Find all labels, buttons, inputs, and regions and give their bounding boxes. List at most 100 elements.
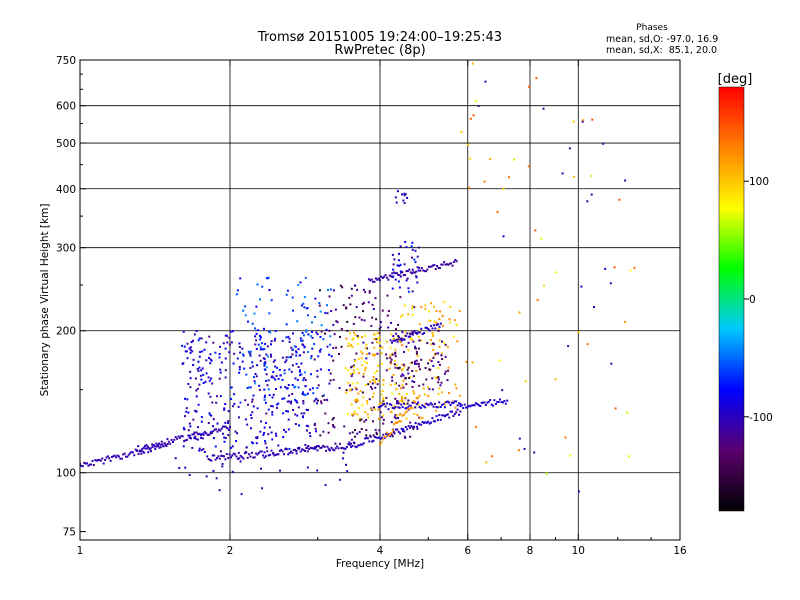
data-point — [195, 330, 198, 332]
data-point — [281, 450, 284, 453]
data-point — [374, 297, 377, 300]
data-point — [376, 436, 379, 439]
data-point — [406, 428, 409, 431]
data-point — [379, 279, 381, 282]
data-point — [408, 268, 411, 271]
data-point — [236, 289, 239, 292]
data-point — [351, 444, 354, 447]
data-point — [351, 413, 354, 416]
data-point — [407, 372, 410, 375]
data-point — [367, 301, 370, 304]
data-point — [319, 434, 322, 437]
data-point — [386, 294, 389, 297]
data-point — [304, 379, 307, 381]
data-point — [405, 279, 408, 282]
data-point — [276, 406, 278, 409]
data-point — [303, 412, 306, 415]
data-point — [408, 377, 411, 380]
data-point — [393, 423, 396, 426]
data-point — [228, 336, 231, 339]
data-point — [411, 248, 414, 251]
data-point — [293, 345, 296, 348]
data-point — [438, 363, 441, 366]
data-point — [435, 321, 438, 324]
data-point — [188, 434, 191, 437]
data-point — [427, 420, 430, 423]
data-point — [183, 428, 186, 431]
data-point — [382, 399, 385, 402]
data-point — [492, 404, 494, 407]
data-point — [364, 384, 367, 386]
data-point — [203, 348, 206, 351]
data-point — [355, 306, 358, 309]
data-point — [81, 465, 84, 468]
data-point — [361, 335, 363, 338]
data-point — [501, 401, 504, 404]
data-point — [350, 366, 353, 369]
data-point — [475, 425, 477, 428]
data-point — [265, 373, 268, 376]
data-point — [251, 400, 254, 403]
data-point — [263, 396, 266, 399]
y-tick-label: 200 — [56, 326, 76, 338]
data-point — [361, 302, 364, 305]
data-point — [301, 393, 304, 395]
data-point — [345, 389, 348, 392]
y-tick-label: 75 — [63, 527, 76, 539]
data-point — [417, 397, 419, 400]
data-point — [437, 323, 440, 326]
data-point — [399, 341, 402, 344]
data-point — [448, 416, 451, 419]
data-point — [383, 402, 386, 405]
data-point — [231, 445, 234, 448]
data-point — [350, 375, 353, 378]
data-point — [264, 394, 266, 397]
data-point — [271, 438, 274, 441]
data-point — [390, 275, 393, 278]
data-point — [309, 388, 312, 391]
data-point — [303, 306, 306, 309]
y-tick-label: 400 — [56, 184, 76, 196]
data-point — [334, 447, 337, 450]
data-point — [196, 368, 199, 370]
data-point — [115, 456, 118, 459]
data-point — [472, 404, 475, 407]
data-point — [351, 373, 354, 376]
data-point — [241, 456, 244, 459]
data-point — [432, 324, 435, 327]
data-point — [415, 350, 418, 353]
data-point — [392, 374, 395, 376]
data-point — [433, 263, 436, 266]
y-axis-label: Stationary phase Virtual Height [km] — [39, 204, 51, 397]
data-point — [218, 356, 221, 359]
data-point — [388, 433, 391, 436]
data-point — [307, 333, 310, 336]
data-point — [439, 310, 442, 313]
data-point — [373, 371, 376, 374]
data-point — [609, 282, 612, 285]
data-point — [535, 77, 538, 80]
data-point — [302, 379, 305, 382]
data-point — [182, 330, 185, 333]
data-point — [259, 348, 262, 351]
data-point — [319, 368, 322, 371]
data-point — [263, 451, 266, 454]
data-point — [435, 409, 438, 412]
data-point — [401, 193, 403, 196]
data-point — [433, 320, 436, 323]
data-point — [257, 452, 260, 454]
data-point — [572, 120, 575, 123]
data-point — [434, 376, 437, 379]
data-point — [424, 421, 427, 424]
data-point — [172, 441, 174, 443]
data-point — [327, 289, 329, 291]
data-point — [198, 383, 201, 386]
data-point — [604, 267, 607, 270]
data-point — [279, 374, 282, 377]
data-point — [402, 386, 405, 389]
data-point — [294, 377, 297, 380]
data-point — [282, 436, 285, 438]
data-point — [440, 381, 443, 384]
data-point — [253, 376, 255, 379]
data-point — [270, 299, 273, 302]
